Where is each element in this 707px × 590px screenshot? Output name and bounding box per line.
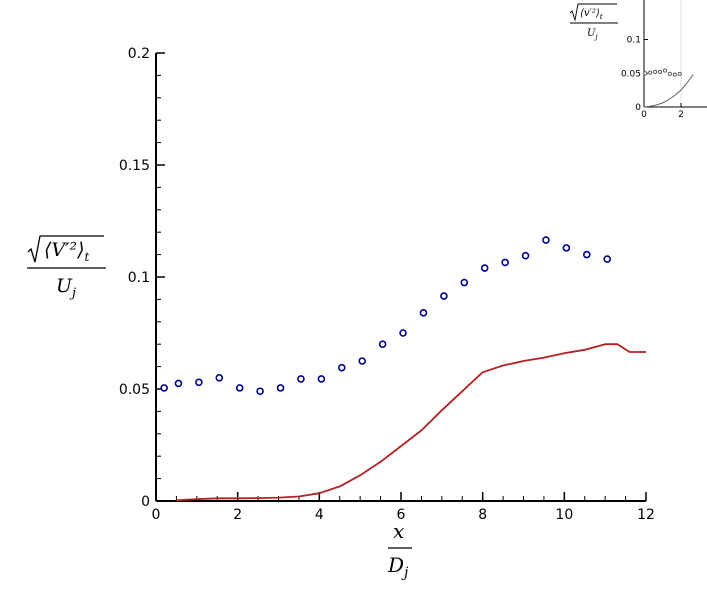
y-label-radical-sign (27, 235, 104, 263)
inset-series-marker (667, 71, 672, 76)
x-tick-label: 2 (233, 507, 242, 523)
series-marker (160, 384, 168, 392)
x-axis-label: x Dj (387, 519, 412, 581)
inset-series-marker (672, 72, 677, 77)
x-tick-label: 8 (478, 507, 487, 523)
y-axis-label: ⟨V′²⟩t Uj (27, 235, 106, 301)
series-marker (542, 236, 550, 244)
series-marker (582, 250, 591, 259)
series-marker (562, 244, 571, 252)
x-tick-label: 12 (637, 507, 655, 523)
y-tick-label: 0.15 (119, 158, 150, 174)
series-marker (358, 357, 367, 365)
x-tick-label: 4 (315, 507, 324, 523)
series-marker (276, 384, 285, 392)
series-marker (399, 329, 407, 337)
inset-y-label-denominator: Uj (587, 28, 598, 41)
series-marker (603, 255, 612, 263)
y-label-radicand: ⟨V′²⟩t (44, 239, 89, 264)
x-axis-ticks: 0 2 4 6 8 10 12 (152, 492, 655, 523)
inset-line-series (643, 74, 694, 108)
inset-y-tick-label: 0 (635, 103, 641, 113)
series-marker (235, 384, 244, 392)
inset-series-marker (657, 69, 663, 74)
x-tick-label: 6 (397, 507, 406, 523)
main-chart: 0 0.05 0.1 0.15 0.2 0 2 4 6 8 10 12 ⟨V′²⟩t Uj x Dj (27, 46, 655, 581)
y-axis-ticks: 0 0.05 0.1 0.15 0.2 (119, 46, 165, 510)
inset-x-tick-label: 0 (641, 110, 647, 120)
inset-marker-series (643, 68, 682, 77)
y-tick-label: 0.05 (119, 382, 150, 398)
series-marker (297, 375, 305, 383)
series-marker (440, 292, 448, 300)
inset-y-tick-label: 0.05 (621, 69, 641, 79)
series-marker (174, 379, 183, 388)
inset-x-tick-label: 2 (678, 110, 684, 120)
y-tick-label: 0.2 (128, 46, 150, 62)
series-marker (337, 363, 346, 372)
series-marker (195, 378, 203, 387)
y-tick-label: 0 (141, 494, 150, 510)
series-marker (480, 264, 489, 272)
inset-series-marker (653, 69, 658, 74)
y-tick-label: 0.1 (128, 270, 150, 286)
inset-y-label-radicand: ⟨v′²⟩t (580, 8, 603, 21)
x-tick-label: 0 (152, 507, 161, 523)
inset-series-marker (677, 71, 682, 76)
y-label-denominator: Uj (56, 275, 76, 301)
inset-y-label-radical-sign (569, 3, 617, 22)
x-label-numerator: x (393, 519, 404, 543)
inset-series-marker (648, 70, 653, 75)
series-marker (501, 258, 509, 267)
x-tick-label: 10 (555, 507, 573, 523)
inset-series-marker (662, 68, 668, 73)
series-marker (378, 340, 387, 349)
line-series (176, 343, 646, 502)
series-marker (215, 373, 224, 382)
inset-y-axis-label: ⟨v′²⟩t Uj (569, 3, 618, 41)
series-marker (521, 251, 530, 260)
inset-y-tick-label: 0.1 (627, 36, 641, 46)
series-marker (317, 375, 326, 383)
inset-series-marker (643, 71, 648, 76)
x-label-denominator: Dj (387, 553, 409, 581)
series-marker (256, 387, 264, 396)
inset-series-line (643, 74, 694, 108)
marker-series (160, 236, 612, 396)
series-marker (460, 278, 469, 287)
series-marker (419, 309, 428, 317)
series-line (176, 343, 646, 502)
